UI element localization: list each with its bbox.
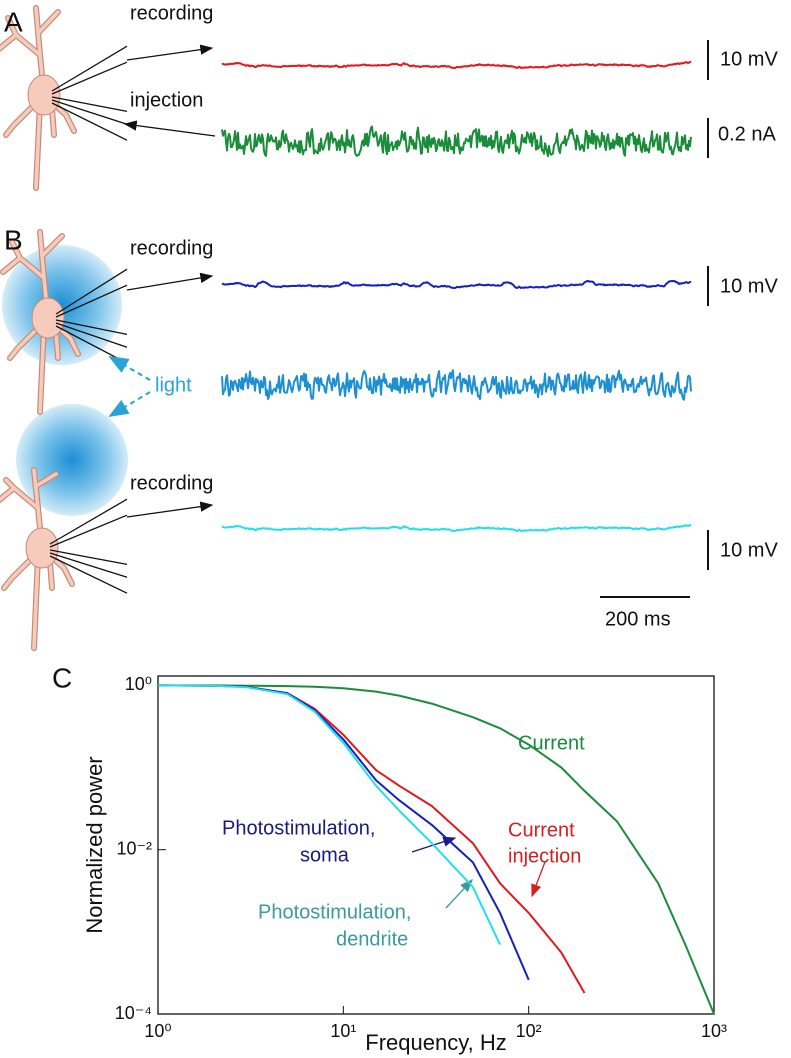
scale-label: 10 mV [720, 275, 778, 297]
y-tick-label: 10⁰ [125, 674, 152, 694]
label: recording [130, 472, 213, 494]
y-tick-label: 10⁻² [116, 838, 152, 858]
electrode [49, 514, 128, 548]
trace [221, 279, 692, 290]
series-line [158, 684, 715, 1015]
x-tick-label: 10³ [701, 1021, 727, 1041]
electrode [49, 552, 128, 578]
electrode [51, 99, 128, 125]
dendrite [34, 101, 42, 190]
electrode [55, 322, 128, 348]
dendrite [48, 560, 54, 590]
soma [25, 527, 59, 569]
scale-label: 10 mV [720, 539, 778, 561]
dendrite [34, 472, 58, 488]
traces [221, 60, 692, 533]
trace [221, 523, 692, 533]
annotation: Photostimulation, [222, 817, 375, 839]
electrode [55, 319, 128, 336]
electrode [49, 498, 128, 545]
dendrite [0, 486, 16, 502]
scale-label: 200 ms [605, 608, 671, 630]
dendrite [1, 256, 22, 274]
annotation: injection [508, 845, 581, 867]
chart: Frequency, Hz Normalized power Current C… [82, 674, 727, 1055]
electrode [49, 549, 128, 566]
electrode [55, 284, 128, 318]
dendrite [54, 330, 60, 360]
dendrite [32, 554, 40, 650]
light-spot [16, 404, 128, 516]
dendrite [0, 33, 18, 51]
scale-bars [600, 40, 709, 598]
label: recording [130, 2, 213, 24]
annotation: soma [300, 844, 350, 866]
soma [27, 74, 61, 116]
y-axis-label: Normalized power [82, 756, 107, 933]
y-tick-label: 10⁻⁴ [115, 1003, 152, 1023]
dendrite [50, 107, 56, 137]
electrode [51, 102, 128, 141]
label: injection [130, 89, 203, 111]
x-tick-label: 10⁰ [144, 1021, 171, 1041]
electrode [51, 96, 128, 113]
plot-frame [157, 675, 715, 1015]
dendrite [38, 324, 46, 414]
label: recording [130, 237, 213, 259]
annotation: Photostimulation, [258, 901, 411, 923]
soma [31, 297, 65, 339]
scale-label: 10 mV [720, 48, 778, 70]
panel-label: C [52, 662, 72, 693]
electrode [51, 61, 128, 95]
electrode [49, 555, 128, 594]
trace [221, 125, 692, 158]
annotation: dendrite [336, 928, 408, 950]
x-axis-label: Frequency, Hz [365, 1030, 506, 1055]
arrows [108, 44, 216, 518]
trace [221, 60, 692, 70]
electrode [55, 268, 128, 315]
panel-label: B [4, 224, 23, 255]
panel-label: A [4, 6, 23, 37]
scale-label: 0.2 nA [718, 123, 776, 145]
neurons [0, 5, 128, 651]
trace [221, 369, 692, 401]
dendrite [36, 10, 60, 35]
dendrite [40, 234, 64, 258]
series-line [157, 684, 501, 946]
electrode [51, 45, 128, 92]
x-tick-label: 10¹ [330, 1021, 356, 1041]
x-tick-label: 10² [516, 1021, 542, 1041]
annotation: Current [508, 819, 575, 841]
label: light [155, 374, 192, 396]
